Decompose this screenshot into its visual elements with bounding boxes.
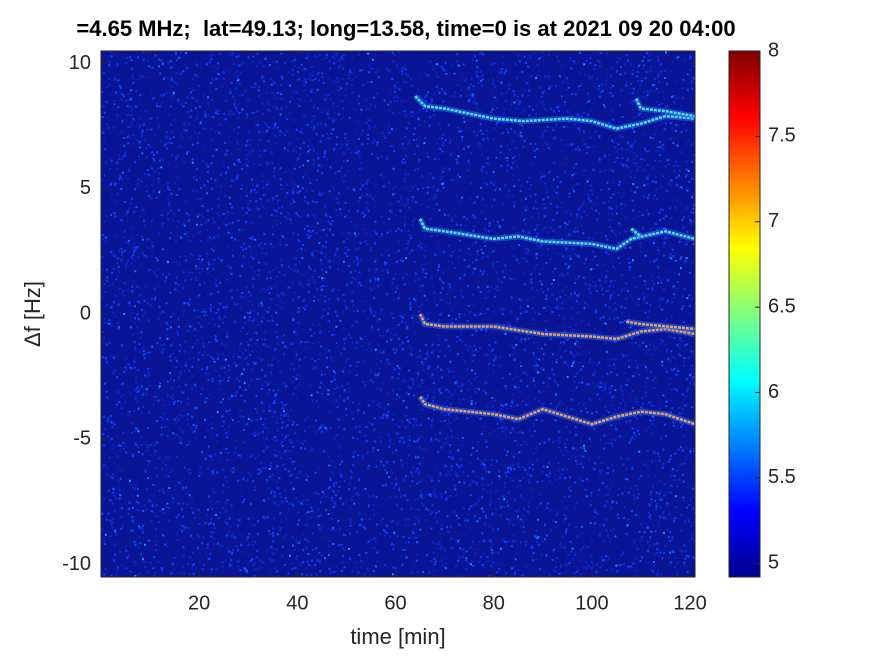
plot-content bbox=[101, 51, 695, 577]
chart-title: =4.65 MHz; lat=49.13; long=13.58, time=0… bbox=[76, 16, 735, 41]
trace bbox=[418, 218, 695, 251]
y-tick-label: -10 bbox=[62, 553, 91, 575]
colorbar-tick-label: 6.5 bbox=[768, 295, 796, 317]
x-tick-label: 80 bbox=[483, 592, 505, 614]
trace bbox=[634, 98, 695, 118]
colorbar-frame bbox=[728, 50, 761, 578]
colorbar-tick-label: 5 bbox=[768, 552, 779, 574]
x-tick-label: 40 bbox=[286, 592, 308, 614]
colorbar-tick-label: 5.5 bbox=[768, 466, 796, 488]
trace bbox=[630, 227, 642, 238]
y-tick-label: 0 bbox=[80, 302, 91, 324]
x-tick-label: 60 bbox=[384, 592, 406, 614]
trace bbox=[626, 320, 695, 331]
trace bbox=[418, 313, 695, 341]
y-axis-label: Δf [Hz] bbox=[20, 281, 45, 347]
x-axis-label: time [min] bbox=[350, 624, 445, 649]
plot-background bbox=[101, 51, 695, 577]
colorbar-tick-label: 8 bbox=[768, 39, 779, 61]
y-tick-label: -5 bbox=[73, 428, 91, 450]
trace bbox=[419, 396, 695, 426]
x-tick-label: 120 bbox=[673, 592, 706, 614]
colorbar-tick-label: 6 bbox=[768, 381, 779, 403]
trace bbox=[414, 95, 695, 130]
x-tick-label: 100 bbox=[575, 592, 608, 614]
y-tick-label: 5 bbox=[80, 177, 91, 199]
x-tick-label: 20 bbox=[188, 592, 210, 614]
y-tick-label: 10 bbox=[69, 52, 91, 74]
colorbar-tick-label: 7 bbox=[768, 210, 779, 232]
colorbar-tick-label: 7.5 bbox=[768, 125, 796, 147]
colorbar bbox=[729, 51, 760, 577]
